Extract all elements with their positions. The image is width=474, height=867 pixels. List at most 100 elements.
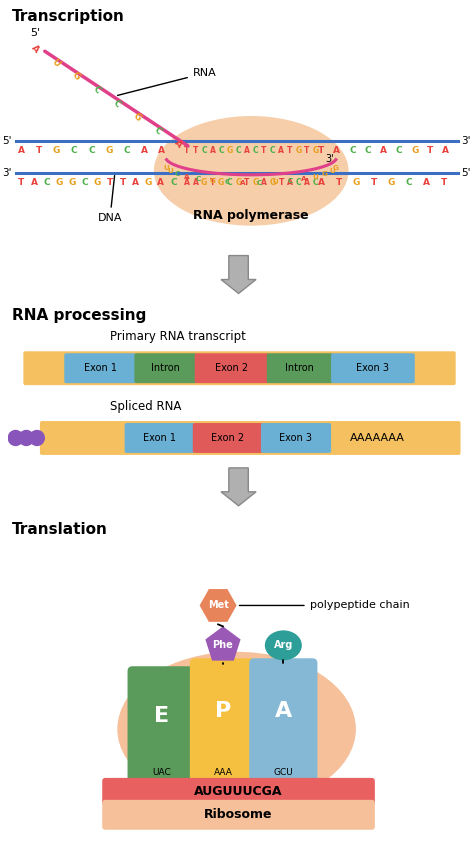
Text: polypeptide chain: polypeptide chain <box>239 601 410 610</box>
Text: A: A <box>158 147 165 155</box>
Text: A: A <box>192 179 199 187</box>
Text: U: U <box>50 57 61 68</box>
Text: C: C <box>406 179 412 187</box>
FancyBboxPatch shape <box>331 353 415 383</box>
Text: T: T <box>107 179 113 187</box>
Text: C: C <box>256 179 262 186</box>
Text: G: G <box>388 179 395 187</box>
Text: T: T <box>304 147 310 155</box>
Text: C: C <box>175 171 180 177</box>
Text: 5': 5' <box>462 168 471 178</box>
Ellipse shape <box>118 652 356 806</box>
Circle shape <box>19 431 34 446</box>
Text: T: T <box>244 179 250 187</box>
Text: T: T <box>441 179 447 187</box>
Text: A: A <box>240 179 246 186</box>
Text: G: G <box>235 179 241 187</box>
Text: A: A <box>301 176 307 182</box>
Text: G: G <box>353 179 360 187</box>
FancyBboxPatch shape <box>249 658 318 788</box>
Text: T: T <box>36 147 42 155</box>
Text: Exon 2: Exon 2 <box>215 363 248 373</box>
Text: C: C <box>227 179 233 187</box>
FancyBboxPatch shape <box>64 353 137 383</box>
Text: A: A <box>184 179 190 187</box>
Text: A: A <box>184 173 190 179</box>
FancyBboxPatch shape <box>23 351 456 385</box>
Text: A: A <box>244 147 250 155</box>
Text: G: G <box>295 147 301 155</box>
Text: Arg: Arg <box>273 641 293 650</box>
FancyArrow shape <box>221 256 256 293</box>
Text: T: T <box>18 179 25 187</box>
Text: C: C <box>88 147 95 155</box>
Text: A: A <box>261 179 267 187</box>
Text: G: G <box>312 147 319 155</box>
Text: Exon 3: Exon 3 <box>356 363 390 373</box>
Text: T: T <box>336 179 342 187</box>
Text: Met: Met <box>208 601 228 610</box>
Text: C: C <box>295 179 301 187</box>
Text: C: C <box>287 178 293 184</box>
Text: C: C <box>91 84 102 95</box>
FancyBboxPatch shape <box>128 666 196 788</box>
FancyBboxPatch shape <box>125 423 195 453</box>
Text: A: A <box>318 179 325 187</box>
Text: GCU: GCU <box>273 768 293 777</box>
Text: T: T <box>318 147 324 155</box>
Text: C: C <box>270 147 275 155</box>
Text: G: G <box>94 179 101 187</box>
Text: G: G <box>131 111 143 122</box>
Text: Translation: Translation <box>12 522 108 537</box>
Ellipse shape <box>154 116 348 225</box>
Text: AAAAAAA: AAAAAAA <box>350 433 405 443</box>
Text: Exon 1: Exon 1 <box>143 433 176 443</box>
Text: C: C <box>152 125 163 136</box>
Text: T: T <box>261 147 267 155</box>
Text: C: C <box>111 98 122 109</box>
Text: C: C <box>82 179 88 187</box>
FancyBboxPatch shape <box>134 353 197 383</box>
Text: T: T <box>193 147 198 155</box>
Text: P: P <box>215 701 231 721</box>
Text: C: C <box>365 147 371 155</box>
Text: A: A <box>132 179 139 187</box>
Text: U: U <box>329 168 335 174</box>
Text: U: U <box>272 179 278 185</box>
Text: G: G <box>53 147 60 155</box>
Text: A: A <box>210 147 216 155</box>
Text: A: A <box>173 139 184 150</box>
Circle shape <box>30 431 44 446</box>
Text: RNA: RNA <box>118 68 217 95</box>
Text: A: A <box>423 179 430 187</box>
Text: G: G <box>56 179 63 187</box>
Text: A: A <box>304 179 310 187</box>
Text: G: G <box>270 179 276 187</box>
Text: C: C <box>396 147 402 155</box>
Text: Transcription: Transcription <box>12 10 125 24</box>
Text: RNA processing: RNA processing <box>12 309 146 323</box>
Text: Ribosome: Ribosome <box>204 808 273 821</box>
Text: T: T <box>184 147 190 155</box>
Text: 3': 3' <box>325 153 334 164</box>
Text: DNA: DNA <box>98 176 122 223</box>
Text: G: G <box>201 179 207 187</box>
Text: A: A <box>275 701 292 721</box>
FancyBboxPatch shape <box>267 353 333 383</box>
Text: G: G <box>105 147 113 155</box>
Text: A: A <box>29 43 41 55</box>
Text: C: C <box>170 179 177 187</box>
Text: A: A <box>287 179 293 187</box>
Text: U: U <box>168 168 173 174</box>
Text: T: T <box>279 179 284 187</box>
Text: Exon 2: Exon 2 <box>211 433 245 443</box>
Text: Intron: Intron <box>285 363 314 373</box>
Text: G: G <box>144 179 152 187</box>
Text: A: A <box>157 179 164 187</box>
Text: AAA: AAA <box>213 768 232 777</box>
Text: T: T <box>371 179 377 187</box>
FancyArrow shape <box>221 468 256 505</box>
Text: C: C <box>123 147 130 155</box>
Text: C: C <box>253 147 258 155</box>
FancyBboxPatch shape <box>102 778 375 805</box>
